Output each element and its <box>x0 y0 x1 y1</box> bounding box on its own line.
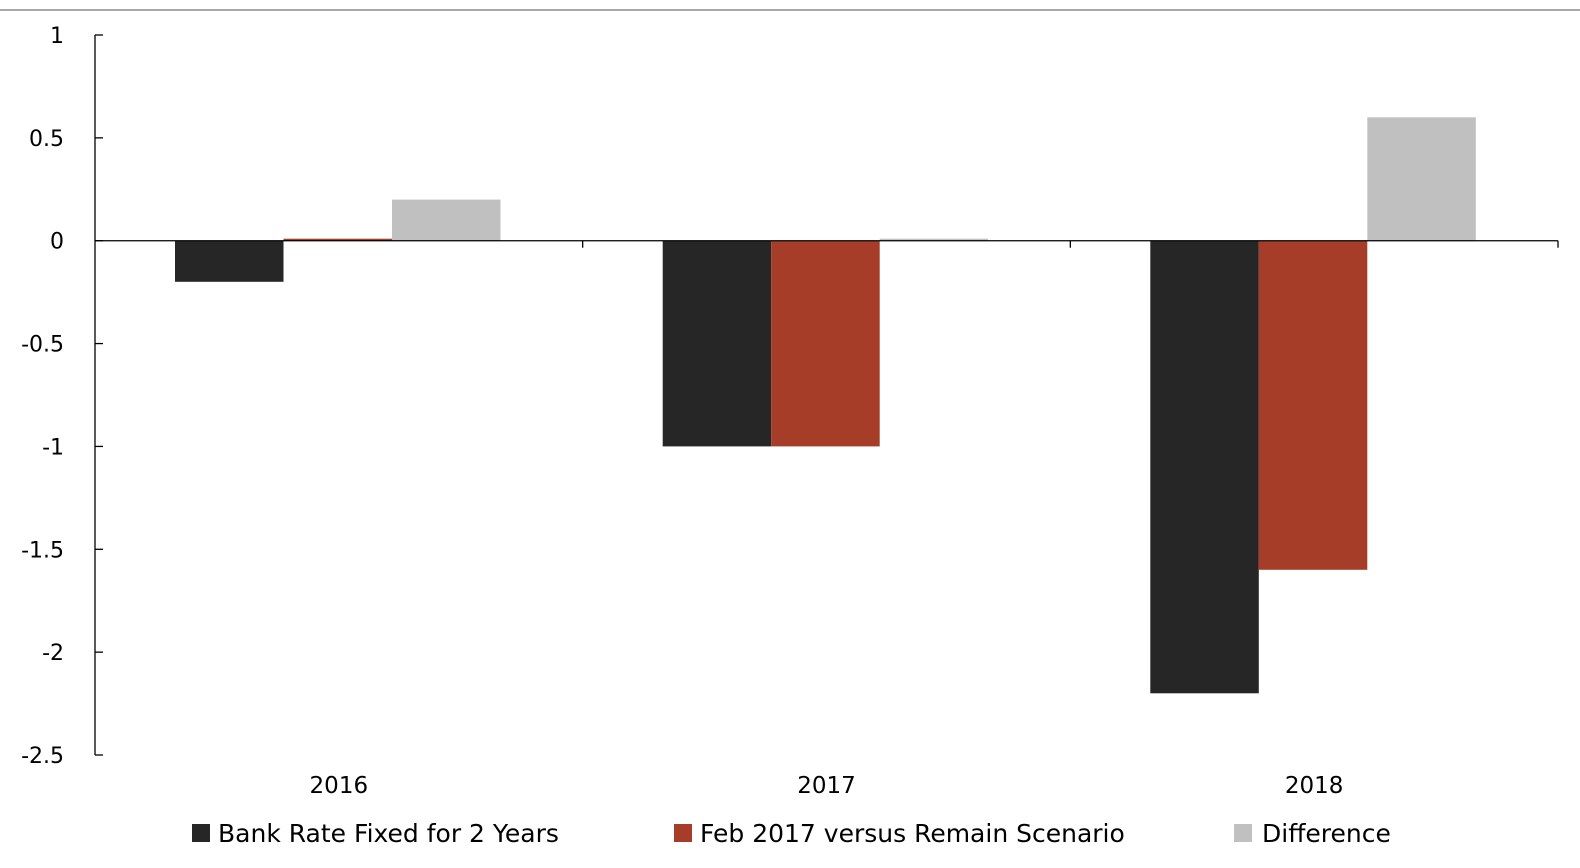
x-category-label: 2016 <box>310 773 369 799</box>
bar-2018-series-3 <box>1367 117 1476 241</box>
y-tick-label: -1.5 <box>21 538 64 563</box>
legend-swatch <box>674 824 692 842</box>
y-tick-label: 1 <box>50 24 64 49</box>
y-tick-label: -0.5 <box>21 333 64 358</box>
bar-2016-series-2 <box>283 238 392 241</box>
legend-swatch <box>192 824 210 842</box>
y-tick-label: -2.5 <box>21 744 64 769</box>
legend-swatch <box>1234 824 1252 842</box>
y-tick-label: -2 <box>42 641 64 666</box>
bars-layer <box>175 117 1476 694</box>
bar-2017-series-2 <box>771 240 880 447</box>
axes-layer <box>94 34 1559 756</box>
bar-2017-series-3 <box>879 238 989 241</box>
bar-2018-series-2 <box>1258 240 1368 570</box>
y-tick-label: 0 <box>50 230 64 255</box>
legend-label: Feb 2017 versus Remain Scenario <box>700 819 1125 848</box>
x-category-label: 2018 <box>1285 773 1344 799</box>
legend: Bank Rate Fixed for 2 Years Feb 2017 vers… <box>192 819 1391 848</box>
legend-label: Difference <box>1262 819 1391 848</box>
y-tick-label: -1 <box>42 435 64 460</box>
bar-2016-series-1 <box>175 240 284 282</box>
bar-2018-series-1 <box>1150 240 1259 694</box>
bar-2017-series-1 <box>662 240 772 447</box>
legend-label: Bank Rate Fixed for 2 Years <box>218 819 559 848</box>
y-tick-label: 0.5 <box>29 127 64 152</box>
labels-layer: 1 0.5 0 -0.5 -1 -1.5 -2 -2.5 2016 2017 2018 <box>21 24 1343 799</box>
x-category-label: 2017 <box>797 773 856 799</box>
bar-2016-series-3 <box>392 199 501 241</box>
